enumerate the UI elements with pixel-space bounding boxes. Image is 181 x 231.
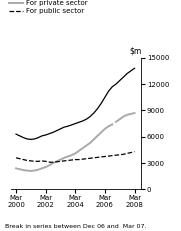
Total [119,79,121,82]
For public sector [115,154,117,157]
For private sector [67,155,69,158]
For private sector [52,162,54,164]
For private sector [19,168,21,171]
Line: For private sector: For private sector [16,125,112,171]
Legend: Total, For private sector, For public sector: Total, For private sector, For public se… [9,0,88,14]
For public sector [45,160,47,163]
For private sector [26,169,28,172]
For private sector [45,166,47,168]
Total [41,134,43,137]
For private sector [70,154,73,157]
For private sector [37,168,39,171]
For public sector [93,156,95,159]
Total [19,134,21,137]
Total [85,118,87,121]
For private sector [22,169,25,171]
Total [70,124,73,126]
For private sector [82,147,84,149]
For public sector [104,155,106,158]
For public sector [26,159,28,162]
For public sector [82,158,84,161]
For private sector [56,160,58,163]
For public sector [15,156,17,159]
Text: $m: $m [129,46,141,55]
For private sector [59,158,62,161]
For private sector [15,167,17,170]
Text: Break in series between Dec 06 and  Mar 07.: Break in series between Dec 06 and Mar 0… [5,224,147,229]
For private sector [33,169,36,172]
Total [48,132,50,135]
Total [67,125,69,128]
For public sector [89,157,91,160]
For public sector [96,156,99,159]
For private sector [41,167,43,170]
For public sector [63,159,65,162]
Total [59,128,62,130]
Line: For public sector: For public sector [16,152,134,162]
Total [115,83,117,85]
For public sector [111,154,113,157]
Total [56,129,58,132]
For private sector [104,128,106,130]
For public sector [100,155,102,158]
Total [130,70,132,72]
Total [82,120,84,122]
Total [15,133,17,136]
For public sector [30,159,32,162]
Total [89,115,91,118]
Total [122,76,125,79]
Total [78,121,80,124]
For public sector [85,157,87,160]
For public sector [52,161,54,164]
For public sector [41,159,43,162]
For public sector [122,153,125,156]
Total [74,122,76,125]
Total [111,85,113,88]
For public sector [130,151,132,154]
For public sector [133,150,136,153]
Total [22,136,25,139]
Line: Total: Total [16,68,134,139]
For private sector [111,123,113,126]
For public sector [74,158,76,161]
For private sector [63,156,65,159]
For public sector [48,161,50,164]
For public sector [33,160,36,163]
Total [30,138,32,141]
For private sector [108,125,110,128]
For private sector [48,164,50,167]
Total [63,126,65,128]
Total [37,136,39,139]
For public sector [59,160,62,163]
For public sector [19,157,21,160]
For public sector [119,153,121,156]
For public sector [37,160,39,163]
Total [93,112,95,114]
For private sector [96,134,99,137]
Total [26,137,28,140]
Total [100,102,102,105]
Total [133,67,136,70]
Total [33,137,36,140]
For private sector [30,170,32,172]
Total [52,131,54,134]
For private sector [100,131,102,134]
For private sector [74,152,76,155]
For private sector [89,142,91,144]
For public sector [108,155,110,158]
For public sector [70,159,73,161]
For public sector [67,159,69,162]
Total [126,72,128,75]
For public sector [22,158,25,161]
Total [108,90,110,92]
For public sector [56,160,58,163]
For private sector [85,144,87,147]
For public sector [78,158,80,161]
For private sector [93,138,95,141]
Total [96,107,99,110]
Total [45,134,47,136]
For public sector [126,152,128,155]
Total [104,96,106,99]
For private sector [78,149,80,152]
